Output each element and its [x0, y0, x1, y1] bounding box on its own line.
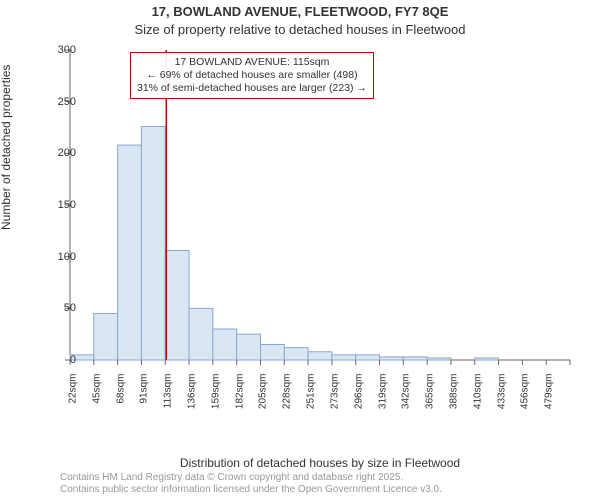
x-tick-label: 273sqm — [329, 374, 340, 410]
histogram-svg — [60, 45, 580, 415]
x-tick-label: 251sqm — [306, 374, 317, 410]
y-tick-label: 250 — [40, 96, 76, 108]
attribution-footer: Contains HM Land Registry data © Crown c… — [60, 472, 442, 496]
x-tick-label: 365sqm — [425, 374, 436, 410]
x-tick-label: 456sqm — [520, 374, 531, 410]
x-tick-label: 45sqm — [91, 374, 102, 404]
plot-area — [60, 45, 580, 415]
x-axis-label: Distribution of detached houses by size … — [60, 456, 580, 470]
y-axis-label: Number of detached properties — [0, 65, 13, 230]
footer-line-1: Contains HM Land Registry data © Crown c… — [60, 472, 442, 484]
chart-title-main: 17, BOWLAND AVENUE, FLEETWOOD, FY7 8QE — [0, 4, 600, 19]
x-tick-label: 479sqm — [544, 374, 555, 410]
y-tick-label: 200 — [40, 147, 76, 159]
y-tick-label: 150 — [40, 199, 76, 211]
histogram-bar — [165, 250, 189, 360]
histogram-bar — [94, 314, 118, 361]
histogram-bar — [141, 126, 165, 360]
histogram-bar — [237, 334, 261, 360]
x-tick-label: 91sqm — [139, 374, 150, 404]
histogram-bar — [403, 357, 427, 360]
histogram-bar — [284, 348, 308, 360]
footer-line-2: Contains public sector information licen… — [60, 484, 442, 496]
y-tick-label: 50 — [40, 302, 76, 314]
histogram-bar — [260, 345, 284, 361]
histogram-bar — [427, 358, 451, 360]
histogram-bar — [356, 355, 380, 360]
x-tick-label: 22sqm — [68, 374, 79, 404]
x-tick-label: 205sqm — [258, 374, 269, 410]
x-tick-label: 433sqm — [496, 374, 507, 410]
histogram-bar — [475, 358, 499, 360]
x-tick-label: 410sqm — [472, 374, 483, 410]
callout-line-3: 31% of semi-detached houses are larger (… — [137, 82, 367, 95]
histogram-bar — [118, 145, 142, 360]
histogram-bar — [380, 357, 404, 360]
y-tick-label: 300 — [40, 44, 76, 56]
x-tick-label: 68sqm — [115, 374, 126, 404]
x-tick-label: 319sqm — [377, 374, 388, 410]
histogram-bar — [332, 355, 356, 360]
histogram-bar — [213, 329, 237, 360]
x-tick-label: 113sqm — [163, 374, 174, 409]
x-tick-label: 296sqm — [353, 374, 364, 410]
x-tick-label: 136sqm — [187, 374, 198, 410]
marker-callout: 17 BOWLAND AVENUE: 115sqm ← 69% of detac… — [130, 52, 374, 99]
x-tick-label: 388sqm — [448, 374, 459, 410]
chart-title-sub: Size of property relative to detached ho… — [0, 22, 600, 37]
x-tick-label: 182sqm — [234, 374, 245, 410]
x-tick-label: 342sqm — [401, 374, 412, 410]
x-tick-label: 159sqm — [210, 374, 221, 410]
y-tick-label: 0 — [40, 354, 76, 366]
x-tick-label: 228sqm — [282, 374, 293, 410]
histogram-bar — [308, 352, 332, 360]
callout-line-1: 17 BOWLAND AVENUE: 115sqm — [137, 56, 367, 69]
histogram-bar — [189, 308, 213, 360]
y-tick-label: 100 — [40, 251, 76, 263]
callout-line-2: ← 69% of detached houses are smaller (49… — [137, 69, 367, 82]
